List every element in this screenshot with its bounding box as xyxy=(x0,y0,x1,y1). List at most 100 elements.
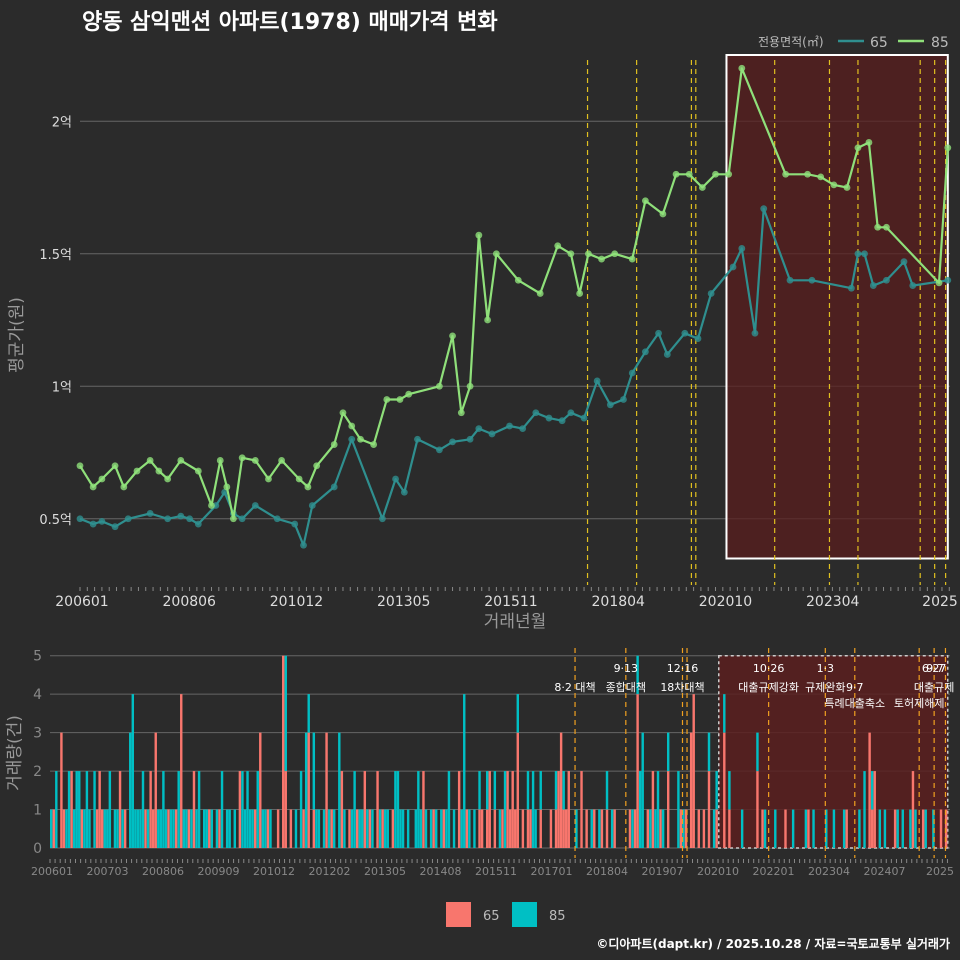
data-point-85 xyxy=(278,457,286,464)
bar-65 xyxy=(325,732,328,848)
bar-85 xyxy=(598,809,601,848)
bar-65 xyxy=(151,809,155,848)
bar-85 xyxy=(414,809,418,848)
bar-85 xyxy=(712,809,716,848)
bar-65 xyxy=(529,809,532,848)
bar-85 xyxy=(361,809,364,848)
bar-85 xyxy=(371,809,374,848)
data-point-65 xyxy=(76,515,84,523)
bar-65 xyxy=(585,809,588,848)
bar-85 xyxy=(641,732,644,848)
bar-65 xyxy=(526,809,530,848)
data-point-65 xyxy=(606,401,614,409)
bar-65 xyxy=(289,809,293,848)
bar-85 xyxy=(113,809,117,848)
bar-y-tick-label: 3 xyxy=(33,726,42,742)
bar-85 xyxy=(740,809,744,848)
bar-65 xyxy=(422,771,425,848)
data-point-65 xyxy=(869,282,877,289)
bar-85 xyxy=(909,809,912,848)
bar-85 xyxy=(419,809,423,848)
data-point-65 xyxy=(379,515,386,523)
legend-label-85: 85 xyxy=(931,35,949,51)
bar-85 xyxy=(85,771,89,848)
policy-annotation: 규제완화 xyxy=(805,681,845,694)
bar-85 xyxy=(284,655,287,772)
data-point-65 xyxy=(681,329,689,337)
bar-85 xyxy=(157,809,160,848)
bar-65 xyxy=(562,809,565,848)
bar-85 xyxy=(656,771,660,848)
policy-annotation: 대출규제 xyxy=(914,681,954,694)
highlight-region xyxy=(725,54,949,560)
data-point-85 xyxy=(567,250,575,258)
bar-65 xyxy=(100,809,104,848)
bar-65 xyxy=(167,809,170,848)
policy-annotation: 10·26 xyxy=(753,662,785,675)
data-point-65 xyxy=(883,276,890,284)
data-point-85 xyxy=(865,139,873,146)
bar-65 xyxy=(340,771,344,848)
data-point-85 xyxy=(830,181,838,189)
bar-x-tick-label: 200806 xyxy=(142,865,184,878)
bar-65 xyxy=(253,809,257,848)
bar-85 xyxy=(539,771,542,810)
bar-65 xyxy=(557,771,560,848)
bar-65 xyxy=(307,732,310,848)
bar-65 xyxy=(149,771,152,848)
bar-65 xyxy=(62,809,66,848)
legend-top: 전용면적(㎡) 65 85 xyxy=(758,35,949,51)
bar-65 xyxy=(506,771,509,848)
bar-85 xyxy=(50,809,53,848)
bar-65 xyxy=(480,809,484,848)
bar-85 xyxy=(832,809,836,848)
bar-65 xyxy=(123,809,127,848)
bar-85 xyxy=(575,809,578,848)
bar-65 xyxy=(330,809,333,848)
bar-85 xyxy=(485,771,489,810)
data-point-85 xyxy=(146,457,154,464)
legend-title: 전용면적(㎡) xyxy=(758,35,824,49)
data-point-85 xyxy=(357,435,364,443)
bar-85 xyxy=(605,771,609,810)
bar-65 xyxy=(511,771,514,848)
bar-85 xyxy=(756,732,759,772)
bar-85 xyxy=(804,809,808,848)
bar-85 xyxy=(131,694,135,848)
data-point-65 xyxy=(238,515,246,523)
bar-65 xyxy=(689,732,693,848)
data-point-85 xyxy=(304,483,312,491)
bar-65 xyxy=(60,732,63,848)
bar-65 xyxy=(381,809,384,848)
bar-65 xyxy=(539,809,542,848)
bar-65 xyxy=(600,809,604,848)
bar-85 xyxy=(452,809,456,848)
bar-x-tick-label: 201511 xyxy=(475,865,517,878)
bar-85 xyxy=(924,809,927,848)
bar-x-tick-label: 200703 xyxy=(87,865,129,878)
data-point-65 xyxy=(414,435,421,443)
bar-85 xyxy=(88,809,91,848)
top-y-axis-title: 평균가(원) xyxy=(7,297,27,373)
bar-x-tick-label: 202201 xyxy=(753,865,795,878)
bar-85 xyxy=(164,809,168,848)
data-point-85 xyxy=(120,483,128,491)
data-point-65 xyxy=(628,369,636,377)
bar-85 xyxy=(440,809,443,848)
data-point-65 xyxy=(300,541,307,549)
legend-label-bar-65: 65 xyxy=(483,909,500,924)
bar-65 xyxy=(651,771,655,848)
bar-85 xyxy=(256,771,259,848)
bar-85 xyxy=(445,809,448,848)
data-point-85 xyxy=(435,382,443,390)
bar-85 xyxy=(264,809,267,848)
data-point-65 xyxy=(944,276,952,284)
bar-85 xyxy=(248,809,252,848)
bar-65 xyxy=(368,809,372,848)
volume-panel: 0 1 2 3 4 5 200601 200703 200806 200909 201012 2012… xyxy=(31,648,954,878)
bar-85 xyxy=(707,732,711,772)
bar-65 xyxy=(702,809,706,848)
bar-85 xyxy=(473,809,476,848)
data-point-85 xyxy=(457,409,465,417)
data-point-65 xyxy=(655,329,662,337)
